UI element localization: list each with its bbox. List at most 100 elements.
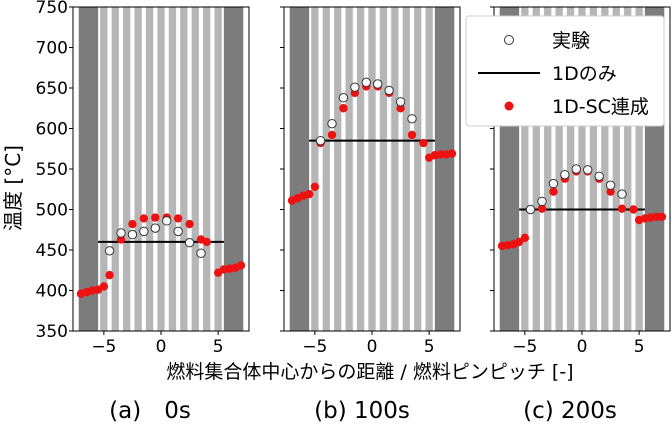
x-tick-label: 5 — [634, 337, 645, 357]
experiment-point — [571, 164, 581, 174]
pin-stripe — [311, 7, 319, 331]
pin-stripe — [391, 7, 399, 331]
experiment-point — [583, 165, 593, 175]
y-axis-label: 温度 [°C] — [1, 145, 25, 231]
legend-marker-experiment — [504, 35, 514, 45]
x-axis-label: 燃料集合体中心からの距離 / 燃料ピンピッチ [-] — [166, 361, 573, 383]
pin-stripe — [624, 7, 632, 331]
x-tick-label: 5 — [213, 337, 224, 357]
pin-stripe — [334, 7, 342, 331]
sc-coupled-point — [520, 233, 530, 243]
experiment-point — [150, 223, 160, 233]
experiment-point — [196, 248, 206, 258]
experiment-point — [173, 226, 183, 237]
experiment-point — [350, 82, 360, 92]
pin-stripe — [521, 7, 529, 331]
x-tick-label: 0 — [577, 337, 588, 357]
pin-stripe — [532, 7, 540, 331]
panel-label-c: (c) 200s — [523, 398, 617, 424]
legend-entry-label: 1D-SC連成 — [552, 96, 649, 118]
y-tick-label: 400 — [36, 282, 68, 302]
legend-box — [465, 15, 665, 127]
pin-stripe — [544, 7, 552, 331]
sc-coupled-point — [304, 189, 314, 199]
pin-stripe — [123, 7, 131, 331]
experiment-point — [116, 228, 126, 238]
y-tick-label: 650 — [36, 79, 68, 99]
sc-coupled-point — [128, 219, 137, 229]
experiment-point — [373, 79, 383, 89]
pin-stripe — [379, 7, 388, 331]
sc-coupled-point — [606, 187, 615, 196]
y-tick-label: 550 — [36, 160, 68, 180]
pin-stripe — [555, 7, 563, 331]
pin-stripe — [414, 7, 422, 331]
sc-coupled-point — [327, 130, 337, 140]
pin-stripe — [612, 7, 620, 331]
experiment-point — [384, 85, 394, 96]
pin-stripe — [566, 7, 575, 331]
experiment-point — [139, 226, 149, 237]
sc-coupled-point — [407, 130, 417, 140]
sc-coupled-point — [202, 237, 211, 247]
experiment-point — [338, 93, 349, 103]
y-tick-label: 350 — [36, 322, 68, 342]
experiment-point — [537, 196, 547, 207]
sc-coupled-point — [537, 204, 547, 213]
pin-stripe — [356, 7, 365, 331]
pin-stripe — [180, 7, 188, 331]
x-tick-label: 5 — [424, 337, 435, 357]
pin-stripe — [578, 7, 586, 331]
pin-stripe — [134, 7, 142, 331]
panel-label-a: (a) 0s — [109, 398, 191, 424]
sc-coupled-point — [657, 212, 667, 221]
panel-label-b: (b) 100s — [314, 398, 410, 424]
legend-entry-label: 1Dのみ — [552, 63, 617, 85]
pin-stripe — [191, 7, 199, 331]
sc-coupled-point — [105, 270, 114, 280]
experiment-point — [560, 169, 570, 180]
sc-coupled-point — [549, 187, 558, 196]
assembly-wall-right — [223, 7, 244, 331]
sc-coupled-point — [99, 282, 109, 291]
experiment-point — [361, 77, 371, 88]
sc-coupled-point — [629, 205, 638, 214]
x-tick-label: 0 — [367, 337, 378, 357]
sc-coupled-point — [339, 104, 348, 113]
pin-stripe — [322, 7, 330, 331]
experiment-point — [162, 216, 172, 226]
pin-stripe — [402, 7, 410, 331]
y-tick-label: 500 — [36, 201, 68, 221]
sc-coupled-point — [185, 219, 194, 229]
experiment-point — [407, 114, 417, 124]
experiment-point — [594, 171, 604, 181]
experiment-point — [605, 180, 616, 190]
legend-marker-sc-coupled — [504, 101, 514, 111]
y-tick-label: 750 — [36, 0, 68, 18]
legend-entry-label: 実験 — [552, 30, 590, 52]
sc-coupled-point — [236, 261, 246, 270]
sc-coupled-point — [139, 214, 149, 223]
x-tick-label: −5 — [512, 337, 537, 357]
y-tick-label: 700 — [36, 39, 68, 59]
pin-stripe — [111, 7, 119, 331]
sc-coupled-point — [396, 104, 405, 113]
pin-stripe — [368, 7, 376, 331]
pin-stripe — [214, 7, 222, 331]
experiment-point — [127, 229, 138, 240]
pin-stripe — [589, 7, 598, 331]
x-tick-label: −5 — [91, 337, 116, 357]
sc-coupled-point — [617, 204, 627, 213]
experiment-point — [525, 204, 536, 215]
pin-stripe — [100, 7, 108, 331]
experiment-point — [395, 97, 406, 107]
assembly-wall-left — [78, 7, 99, 331]
pin-stripe — [145, 7, 154, 331]
pin-stripe — [168, 7, 177, 331]
sc-coupled-point — [151, 213, 160, 222]
pin-stripe — [425, 7, 433, 331]
pin-stripe — [635, 7, 643, 331]
x-tick-label: −5 — [302, 337, 327, 357]
assembly-wall-right — [434, 7, 455, 331]
